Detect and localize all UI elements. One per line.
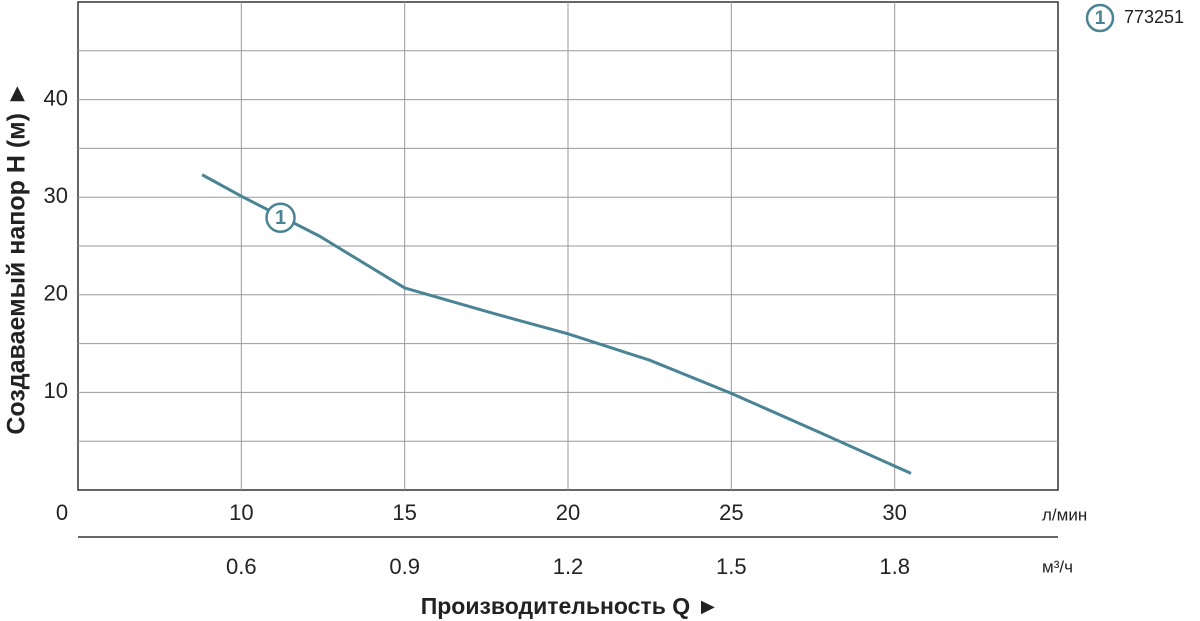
x-unit: л/мин xyxy=(1042,505,1087,524)
y-tick-label: 40 xyxy=(44,85,68,110)
x-tick-label: 25 xyxy=(719,500,743,525)
series-marker-label: 1 xyxy=(275,207,286,229)
x2-tick-label: 1.8 xyxy=(879,554,910,579)
line-series xyxy=(201,173,912,475)
x2-tick-label: 0.9 xyxy=(389,554,420,579)
x2-tick-label: 1.2 xyxy=(553,554,584,579)
legend-label: 773251 xyxy=(1124,7,1184,27)
legend-marker-label: 1 xyxy=(1095,8,1106,29)
x-tick-label: 10 xyxy=(229,500,253,525)
x-tick-label: 30 xyxy=(882,500,906,525)
y-title: Создаваемый напор H (м) ► xyxy=(3,81,31,434)
x2-tick-label: 1.5 xyxy=(716,554,747,579)
x2-tick-label: 0.6 xyxy=(226,554,257,579)
x2-unit: м³/ч xyxy=(1042,557,1073,576)
y-tick-label: 30 xyxy=(44,183,68,208)
x-title: Производительность Q ► xyxy=(421,593,720,619)
y-tick-label: 0 xyxy=(56,500,68,525)
y-tick-label: 20 xyxy=(44,281,68,306)
legend-marker xyxy=(1085,3,1115,33)
y-tick-label: 10 xyxy=(44,378,68,403)
x-tick-label: 15 xyxy=(392,500,416,525)
x-tick-label: 20 xyxy=(556,500,580,525)
series-marker xyxy=(265,202,296,233)
